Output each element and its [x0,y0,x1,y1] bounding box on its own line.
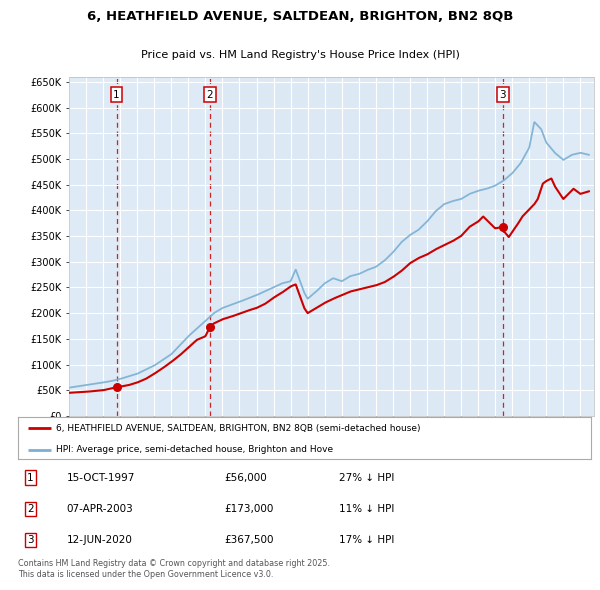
Text: 2: 2 [27,504,34,514]
Text: HPI: Average price, semi-detached house, Brighton and Hove: HPI: Average price, semi-detached house,… [56,445,334,454]
Text: 07-APR-2003: 07-APR-2003 [67,504,133,514]
Text: 6, HEATHFIELD AVENUE, SALTDEAN, BRIGHTON, BN2 8QB (semi-detached house): 6, HEATHFIELD AVENUE, SALTDEAN, BRIGHTON… [56,424,421,433]
Text: Contains HM Land Registry data © Crown copyright and database right 2025.
This d: Contains HM Land Registry data © Crown c… [18,559,330,579]
Bar [69,77,116,416]
Text: 2: 2 [206,90,213,100]
Text: 3: 3 [27,535,34,545]
Text: 1: 1 [113,90,120,100]
Text: 1: 1 [27,473,34,483]
Text: 27% ↓ HPI: 27% ↓ HPI [339,473,394,483]
Text: £173,000: £173,000 [224,504,274,514]
Text: £56,000: £56,000 [224,473,267,483]
Text: 12-JUN-2020: 12-JUN-2020 [67,535,133,545]
Text: 6, HEATHFIELD AVENUE, SALTDEAN, BRIGHTON, BN2 8QB: 6, HEATHFIELD AVENUE, SALTDEAN, BRIGHTON… [87,11,513,24]
Text: 3: 3 [499,90,506,100]
Text: Price paid vs. HM Land Registry's House Price Index (HPI): Price paid vs. HM Land Registry's House … [140,50,460,60]
Bar [210,77,503,416]
Bar [116,77,210,416]
Text: 11% ↓ HPI: 11% ↓ HPI [339,504,394,514]
Bar [503,77,594,416]
Text: 15-OCT-1997: 15-OCT-1997 [67,473,135,483]
Text: £367,500: £367,500 [224,535,274,545]
Text: 17% ↓ HPI: 17% ↓ HPI [339,535,394,545]
